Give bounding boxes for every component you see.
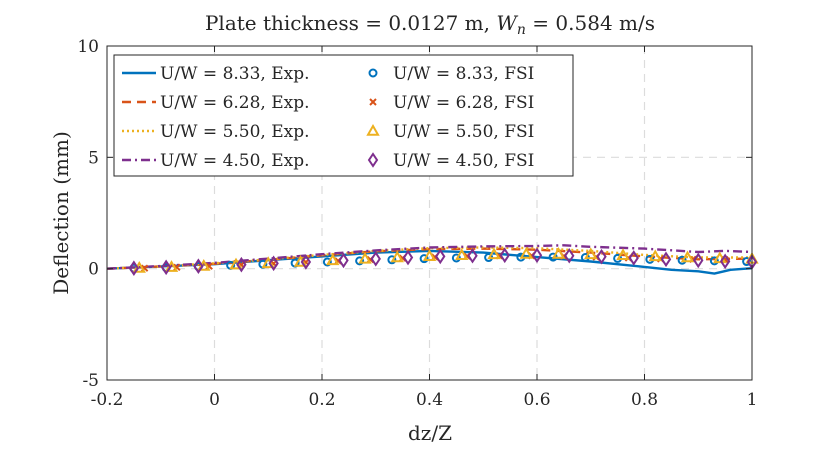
series-8 — [128, 247, 758, 277]
series-point — [236, 256, 247, 273]
series-point — [519, 246, 533, 259]
series-point — [402, 249, 414, 266]
series-point — [467, 247, 478, 264]
series-point — [435, 248, 446, 265]
legend-marker — [368, 68, 378, 78]
legend-label: U/W = 4.50, Exp. — [160, 151, 310, 171]
x-axis-label: dz/Z — [408, 421, 452, 445]
legend-item: U/W = 8.33, FSI — [368, 64, 534, 84]
legend-label: U/W = 4.50, FSI — [393, 151, 534, 171]
series-point — [268, 255, 279, 272]
series-line — [106, 249, 753, 275]
ticks: -0.2 0 0.2 0.4 0.6 0.8 1 -5 0 5 10 — [77, 37, 757, 410]
series-point — [680, 250, 695, 263]
series-point — [677, 255, 687, 265]
series-point — [455, 248, 469, 261]
series-point — [628, 250, 639, 266]
chart-title: Plate thickness = 0.0127 m, Wn = 0.584 m… — [205, 11, 655, 38]
series-point — [616, 248, 630, 261]
x-tick-label: 0 — [209, 390, 220, 410]
legend-label: U/W = 6.28, FSI — [393, 93, 534, 113]
series-point — [713, 251, 727, 264]
series-1 — [106, 249, 753, 275]
series-point — [326, 253, 340, 266]
series-point — [451, 253, 461, 263]
series-point — [387, 255, 397, 265]
legend-label: U/W = 5.50, Exp. — [160, 122, 310, 142]
series-point — [300, 254, 312, 270]
legend-item: U/W = 4.50, Exp. — [122, 151, 310, 171]
series-point — [551, 246, 566, 259]
series-point — [355, 256, 365, 266]
legend-marker — [366, 123, 380, 136]
legend-marker — [369, 98, 377, 106]
x-tick-label: 0.4 — [416, 390, 443, 410]
series-line — [106, 247, 753, 270]
legend-item: U/W = 6.28, Exp. — [122, 93, 310, 113]
series-point — [160, 259, 172, 276]
series-point — [193, 258, 204, 275]
series-point — [390, 250, 404, 263]
series-4 — [106, 244, 753, 270]
series-point — [322, 257, 332, 267]
legend-marker — [367, 152, 379, 168]
series-point — [499, 247, 510, 264]
y-axis-label: Deflection (mm) — [49, 131, 73, 295]
series-point — [422, 249, 437, 261]
series-point — [584, 247, 598, 260]
x-tick-label: 0.6 — [523, 390, 550, 410]
y-tick-label: 10 — [77, 37, 99, 57]
series-point — [338, 252, 349, 269]
x-tick-label: 1 — [747, 390, 758, 410]
y-tick-label: -5 — [82, 371, 99, 391]
series-line — [106, 244, 753, 270]
series-point — [370, 251, 381, 267]
series-point — [564, 247, 575, 264]
legend-item: U/W = 8.33, Exp. — [122, 64, 310, 84]
series-point — [531, 247, 543, 264]
legend-label: U/W = 6.28, Exp. — [160, 93, 310, 113]
legend-item: U/W = 5.50, FSI — [366, 122, 534, 142]
series-layer — [106, 244, 759, 277]
series-point — [358, 251, 372, 264]
legend-label: U/W = 8.33, FSI — [393, 64, 534, 84]
series-point — [660, 251, 672, 268]
series-point — [709, 256, 719, 266]
legend-item: U/W = 4.50, FSI — [367, 151, 534, 171]
legend-label: U/W = 8.33, Exp. — [160, 64, 310, 84]
legend-box — [113, 54, 574, 177]
series-point — [693, 252, 704, 269]
series-point — [487, 247, 501, 260]
x-tick-label: 0.2 — [308, 390, 335, 410]
series-point — [742, 257, 752, 267]
series-2 — [106, 247, 753, 270]
series-point — [128, 260, 140, 277]
x-tick-label: -0.2 — [91, 390, 124, 410]
x-tick-label: 0.8 — [631, 390, 658, 410]
series-point — [719, 253, 731, 270]
series-point — [419, 254, 429, 264]
legend-item: U/W = 5.50, Exp. — [122, 122, 310, 142]
series-point — [596, 248, 607, 265]
y-tick-label: 0 — [88, 260, 99, 280]
series-point — [648, 249, 662, 262]
legend-label: U/W = 5.50, FSI — [393, 122, 534, 142]
legend: U/W = 8.33, Exp. U/W = 6.28, Exp. U/W = 5.… — [113, 54, 574, 177]
legend-item: U/W = 6.28, FSI — [369, 93, 534, 113]
y-tick-label: 5 — [88, 148, 99, 168]
